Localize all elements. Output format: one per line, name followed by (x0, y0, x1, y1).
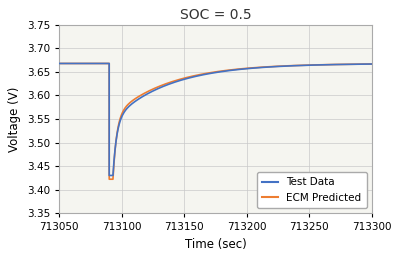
ECM Predicted (137, 95, 142, 98)
Test Data (236, 68, 241, 71)
ECM Predicted (107, 178, 112, 181)
Test Data (107, 174, 112, 177)
Test Data (134, 99, 139, 102)
ECM Predicted (337, 63, 342, 66)
Title: SOC = 0.5: SOC = 0.5 (180, 8, 251, 22)
Legend: Test Data, ECM Predicted: Test Data, ECM Predicted (257, 172, 367, 208)
Y-axis label: Voltage (V): Voltage (V) (8, 86, 21, 152)
ECM Predicted (156, 85, 161, 88)
Test Data (370, 62, 374, 66)
Line: ECM Predicted: ECM Predicted (59, 63, 372, 179)
ECM Predicted (57, 62, 62, 65)
Test Data (337, 63, 342, 66)
X-axis label: Time (sec): Time (sec) (185, 238, 246, 251)
ECM Predicted (134, 96, 139, 99)
ECM Predicted (236, 68, 241, 71)
Line: Test Data: Test Data (59, 63, 372, 175)
Test Data (137, 97, 142, 100)
Test Data (187, 76, 192, 79)
ECM Predicted (370, 62, 374, 66)
ECM Predicted (187, 75, 192, 78)
Test Data (57, 62, 62, 65)
Test Data (156, 87, 161, 90)
